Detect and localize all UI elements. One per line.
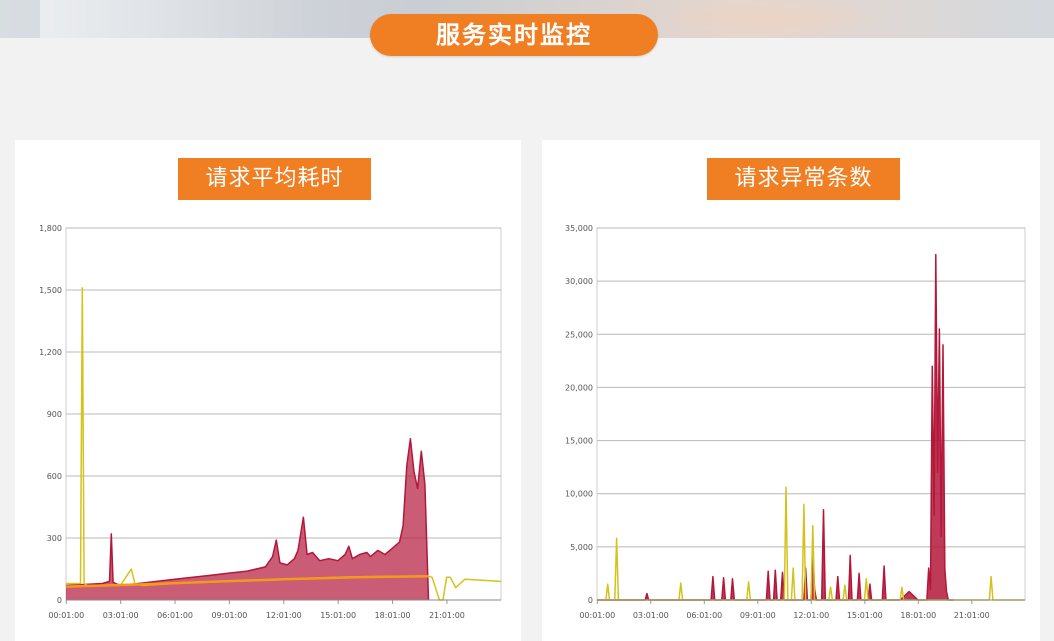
chart-title: 请求平均耗时 <box>178 158 371 200</box>
x-tick-label: 18:01:00 <box>900 611 936 620</box>
x-tick-label: 18:01:00 <box>375 611 411 620</box>
x-tick-label: 12:01:00 <box>793 611 829 620</box>
series-2-line <box>65 574 429 588</box>
x-tick-label: 00:01:00 <box>48 611 84 620</box>
x-tick-label: 09:01:00 <box>740 611 776 620</box>
avg-latency-chart: 0 300 600 900 1,200 1,500 1,800 00:01:00 03:01:0… <box>39 224 502 620</box>
series-0-line <box>65 438 430 601</box>
x-tick-label: 06:01:00 <box>686 611 722 620</box>
y-tick-label: 0 <box>57 596 62 605</box>
y-tick-label: 900 <box>47 410 62 419</box>
x-tick-label: 09:01:00 <box>211 611 247 620</box>
x-tick-label: 15:01:00 <box>847 611 883 620</box>
page-title: 服务实时监控 <box>370 14 658 56</box>
chart-title: 请求异常条数 <box>707 158 900 200</box>
y-tick-label: 30,000 <box>565 277 593 286</box>
y-tick-label: 35,000 <box>565 224 593 233</box>
y-tick-label: 20,000 <box>565 383 593 392</box>
x-tick-label: 21:01:00 <box>429 611 465 620</box>
x-tick-label: 03:01:00 <box>633 611 669 620</box>
chart-panel-avg-latency: 请求平均耗时 0 300 600 900 1,200 1,500 1,800 00:01:00… <box>15 140 521 641</box>
x-tick-label: 15:01:00 <box>320 611 356 620</box>
x-tick-label: 03:01:00 <box>103 611 139 620</box>
plot-area <box>596 227 1026 601</box>
y-tick-label: 300 <box>47 534 62 543</box>
banner-decoration <box>40 0 320 38</box>
y-tick-label: 0 <box>588 596 593 605</box>
y-tick-label: 1,800 <box>39 224 62 233</box>
chart-panel-error-count: 请求异常条数 0 5,000 10,000 15,000 20,000 25,000 30,… <box>542 140 1040 641</box>
x-tick-label: 21:01:00 <box>954 611 990 620</box>
y-tick-label: 1,200 <box>39 348 62 357</box>
x-tick-label: 12:01:00 <box>266 611 302 620</box>
y-tick-label: 15,000 <box>565 437 593 446</box>
error-count-chart: 0 5,000 10,000 15,000 20,000 25,000 30,000 35,0… <box>565 224 1026 620</box>
banner-decoration <box>660 0 890 38</box>
y-tick-label: 5,000 <box>570 543 593 552</box>
y-tick-label: 25,000 <box>565 330 593 339</box>
y-tick-label: 1,500 <box>39 286 62 295</box>
x-tick-label: 00:01:00 <box>579 611 615 620</box>
y-tick-label: 600 <box>47 472 62 481</box>
y-tick-label: 10,000 <box>565 490 593 499</box>
x-tick-label: 06:01:00 <box>157 611 193 620</box>
